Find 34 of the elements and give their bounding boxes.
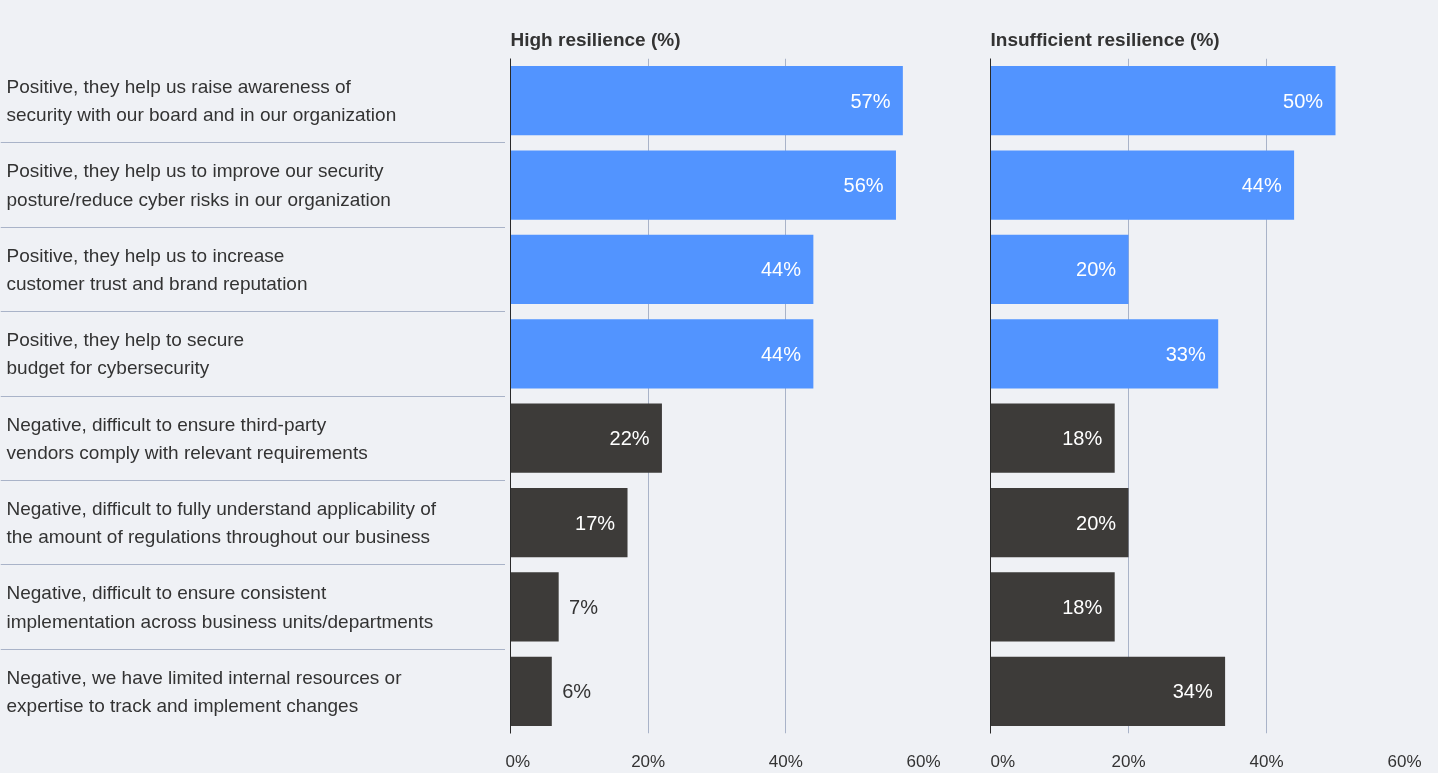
data-label: 18%: [1062, 595, 1103, 618]
data-label: 57%: [850, 89, 891, 112]
data-label: 44%: [1241, 174, 1282, 197]
x-tick-label: 60%: [906, 751, 941, 771]
x-tick-label: 0%: [990, 751, 1016, 771]
data-label: 34%: [1172, 680, 1213, 703]
y-tick-label: Negative, we have limited internal resources or expertise to track and implement changes: [6, 666, 403, 716]
data-label: 20%: [1076, 511, 1117, 534]
y-tick-label: Positive, they help us raise awareness of security with our board and in our organization: [6, 76, 397, 126]
y-tick-label: Negative, difficult to ensure third-party vendors comply with relevant requirements: [6, 413, 368, 463]
x-tick-label: 0%: [505, 751, 531, 771]
data-label: 44%: [760, 342, 802, 365]
x-tick-label: 20%: [631, 751, 666, 771]
data-label: 17%: [575, 511, 616, 534]
y-tick-label: Negative, difficult to ensure consistent implementation across business units/departments: [6, 582, 434, 632]
chart-title: Insufficient resilience (%): [990, 28, 1220, 50]
y-tick-label: Positive, they help us to increase customer trust and brand reputation: [6, 244, 308, 295]
y-tick-label: Positive, they help to secure budget for cybersecurity: [6, 329, 245, 379]
data-label: 50%: [1283, 89, 1324, 112]
data-label: 7%: [569, 595, 599, 618]
x-tick-label: 60%: [1387, 751, 1422, 771]
y-tick-label: Positive, they help us to improve our security posture/reduce cyber risks in our organization: [6, 160, 391, 210]
x-tick-label: 40%: [1249, 751, 1284, 771]
chart-title: High resilience (%): [510, 28, 681, 50]
x-tick-label: 20%: [1111, 751, 1146, 771]
data-label: 33%: [1165, 342, 1206, 365]
x-tick-label: 40%: [768, 751, 803, 771]
data-label: 6%: [562, 680, 592, 703]
data-label: 44%: [760, 258, 802, 281]
data-label: 20%: [1076, 258, 1117, 281]
data-label: 18%: [1062, 427, 1103, 450]
data-label: 56%: [843, 174, 884, 197]
data-label: 22%: [609, 427, 650, 450]
y-tick-label: Negative, difficult to fully understand applicability of the amount of regulations throughout our business: [6, 497, 437, 548]
